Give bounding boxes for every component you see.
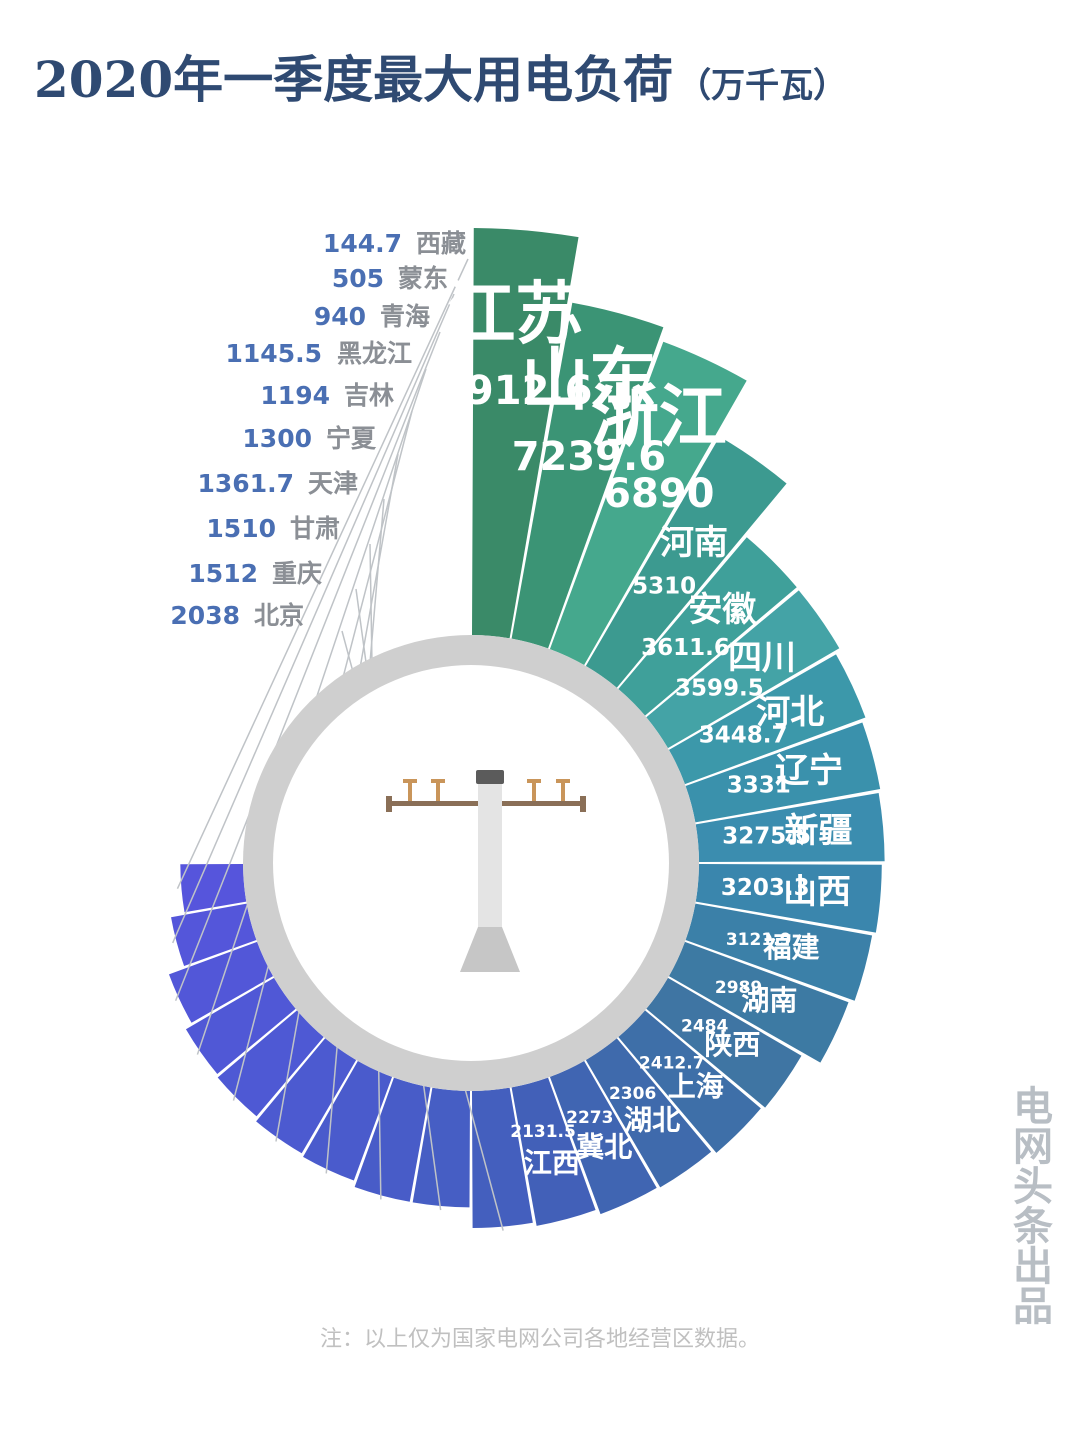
footnote: 注：以上仅为国家电网公司各地经营区数据。: [319, 1327, 760, 1352]
slice-13: [618, 1010, 761, 1153]
slice-value-label: 3331: [727, 772, 791, 798]
slice-name-label: 黑龙江: [337, 339, 412, 368]
slice-name-label: 新疆: [784, 811, 852, 851]
slice-value-label: 1194: [260, 381, 330, 410]
leader-line: [172, 293, 455, 944]
slice-name-label: 陕西: [705, 1028, 761, 1061]
slice-value-label: 940: [314, 302, 366, 331]
title-unit: （万千瓦）: [677, 66, 848, 106]
slice-20: [303, 1060, 393, 1181]
slice-name-label: 北京: [254, 601, 304, 630]
slice-14: [585, 1038, 712, 1188]
leader-line: [174, 331, 441, 1002]
slice-value-label: 3599.5: [675, 676, 764, 702]
slice-value-label: 3275.5: [722, 824, 811, 850]
slice-name-label: 西藏: [416, 229, 466, 258]
slice-value-label: 1361.7: [198, 469, 294, 498]
slice-name-label: 河南: [660, 523, 728, 563]
slice-name-label: 宁夏: [326, 424, 377, 453]
slice-value-label: 5310: [632, 574, 696, 600]
slice-18: [412, 1087, 471, 1208]
slice-8: [695, 792, 885, 863]
slice-23: [185, 977, 296, 1075]
slice-value-label: 7239.6: [512, 434, 666, 480]
slice-name-label: 安徽: [688, 590, 757, 630]
slice-value-label: 2273: [566, 1108, 613, 1128]
slice-value-label: 144.7: [323, 229, 402, 258]
slice-21: [256, 1038, 357, 1154]
title-text: 2020年一季度最大用电负荷: [34, 50, 674, 109]
chart-slices: [168, 228, 885, 1229]
slice-value-label: 1510: [206, 514, 276, 543]
slice-9: [695, 863, 882, 933]
slice-16: [511, 1077, 596, 1226]
slice-22: [217, 1010, 324, 1117]
slice-name-label: 冀北: [576, 1131, 632, 1164]
slice-value-label: 2989: [715, 978, 762, 998]
slice-name-label: 湖南: [741, 984, 797, 1017]
slice-19: [354, 1077, 431, 1202]
slice-1: [511, 302, 664, 649]
slice-name-label: 吉林: [344, 381, 394, 410]
slice-value-label: 3448.7: [699, 723, 788, 749]
chart-title: 2020年一季度最大用电负荷 （万千瓦）: [34, 40, 1054, 120]
slice-value-label: 2306: [609, 1084, 656, 1104]
slice-11: [668, 941, 849, 1063]
slice-7: [685, 722, 881, 823]
leader-line: [176, 258, 469, 889]
slice-name-label: 四川: [728, 638, 796, 678]
center-disc: [273, 665, 669, 1061]
slice-3: [585, 436, 787, 688]
slice-name-label: 山西: [783, 872, 851, 912]
slice-4: [618, 537, 797, 716]
slice-value-label: 8912.6: [438, 368, 592, 414]
watermark: 电网头条出品: [1006, 1085, 1053, 1325]
slice-name-label: 蒙东: [398, 264, 448, 293]
slice-6: [668, 654, 866, 785]
slice-15: [549, 1060, 657, 1215]
slice-name-label: 上海: [668, 1070, 724, 1103]
slice-5: [646, 590, 840, 749]
slice-name-label: 江苏: [447, 275, 583, 354]
slice-name-label: 重庆: [272, 559, 322, 588]
slice-name-label: 福建: [762, 931, 819, 964]
slice-value-label: 2484: [681, 1017, 728, 1037]
slice-26: [180, 863, 247, 913]
power-pylon-icon: [386, 770, 586, 972]
slice-name-label: 江西: [524, 1147, 580, 1180]
slice-name-label: 青海: [380, 302, 430, 331]
slice-value-label: 2038: [170, 601, 240, 630]
slice-12: [646, 977, 802, 1108]
slice-name-label: 浙江: [591, 379, 727, 458]
slice-name-label: 辽宁: [775, 751, 843, 791]
slice-value-label: 1300: [242, 424, 312, 453]
slice-name-label: 山东: [521, 342, 657, 421]
slice-name-label: 甘肃: [290, 514, 340, 543]
slice-name-label: 河北: [756, 693, 824, 733]
slice-value-label: 6890: [603, 471, 714, 517]
slice-value-label: 505: [332, 264, 384, 293]
slice-value-label: 2412.7: [639, 1054, 705, 1074]
slice-value-label: 3203.3: [721, 875, 810, 901]
slice-name-label: 湖北: [624, 1104, 680, 1137]
slice-value-label: 1145.5: [226, 339, 322, 368]
slice-value-label: 2131.5: [510, 1122, 576, 1142]
slice-25: [171, 903, 257, 967]
slice-value-label: 1512: [188, 559, 258, 588]
slice-17: [471, 1087, 533, 1229]
slice-name-label: 天津: [308, 469, 358, 498]
slice-value-label: 3611.6: [641, 635, 730, 661]
slice-0: [471, 228, 579, 639]
slice-value-label: 3121.9: [726, 930, 792, 950]
slice-2: [549, 341, 747, 666]
slice-10: [685, 903, 873, 1001]
